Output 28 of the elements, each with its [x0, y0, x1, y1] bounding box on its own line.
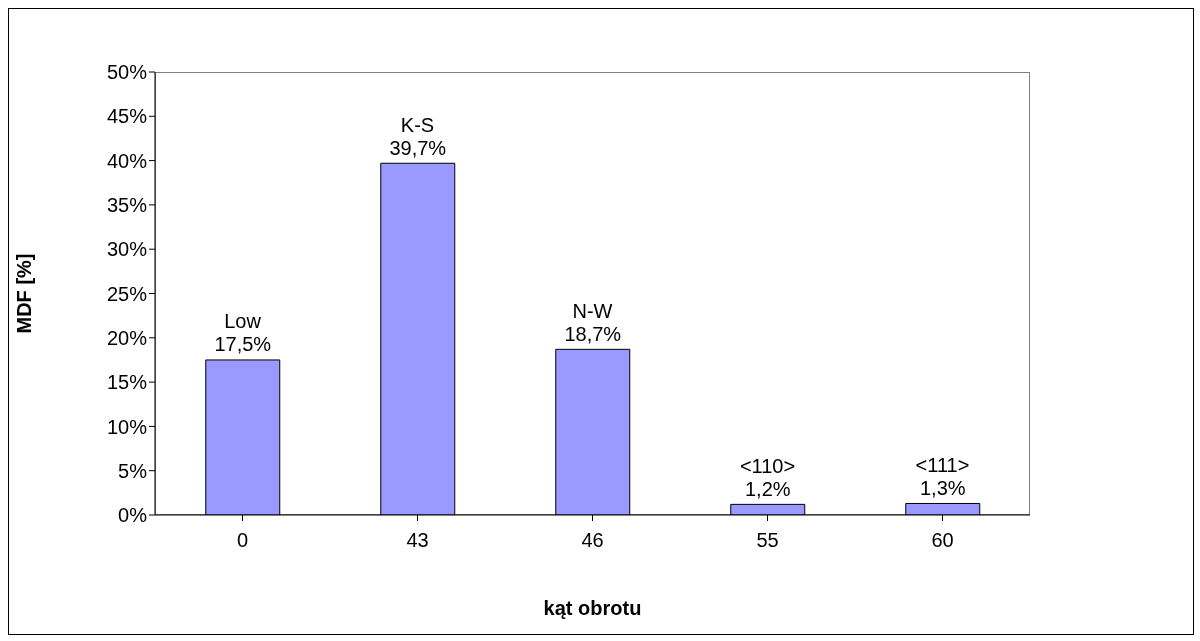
y-tick-label: 5% — [118, 459, 148, 482]
x-tick-label: 43 — [406, 529, 429, 552]
x-axis-title: kąt obrotu — [543, 597, 642, 619]
y-tick-label: 35% — [106, 194, 148, 216]
y-axis-title: MDF [%] — [13, 253, 36, 334]
annotation: K-S — [400, 113, 435, 136]
y-tick-label: 45% — [106, 105, 148, 128]
y-tick-label: 20% — [106, 326, 148, 349]
y-tick-label: 15% — [106, 371, 148, 394]
x-tick-label: 60 — [931, 529, 954, 552]
data-label: 1,3% — [919, 476, 966, 499]
data-label: 39,7% — [389, 136, 447, 159]
y-tick-label: 25% — [106, 282, 148, 305]
y-tick-label: 0% — [118, 504, 148, 527]
x-tick-label: 0 — [236, 529, 249, 552]
annotation: <110> — [739, 454, 796, 477]
x-tick-label: 46 — [581, 529, 604, 552]
y-tick-label: 10% — [106, 415, 148, 438]
annotation: N-W — [572, 299, 613, 322]
data-label: 18,7% — [564, 322, 622, 345]
annotation: Low — [224, 310, 262, 333]
x-tick-label: 55 — [756, 529, 779, 552]
data-label: 17,5% — [214, 333, 272, 356]
data-label: 1,2% — [744, 477, 791, 500]
y-tick-label: 30% — [106, 238, 148, 261]
y-tick-label: 50% — [106, 61, 148, 84]
annotation: <111> — [915, 453, 970, 476]
y-tick-label: 40% — [106, 149, 148, 172]
